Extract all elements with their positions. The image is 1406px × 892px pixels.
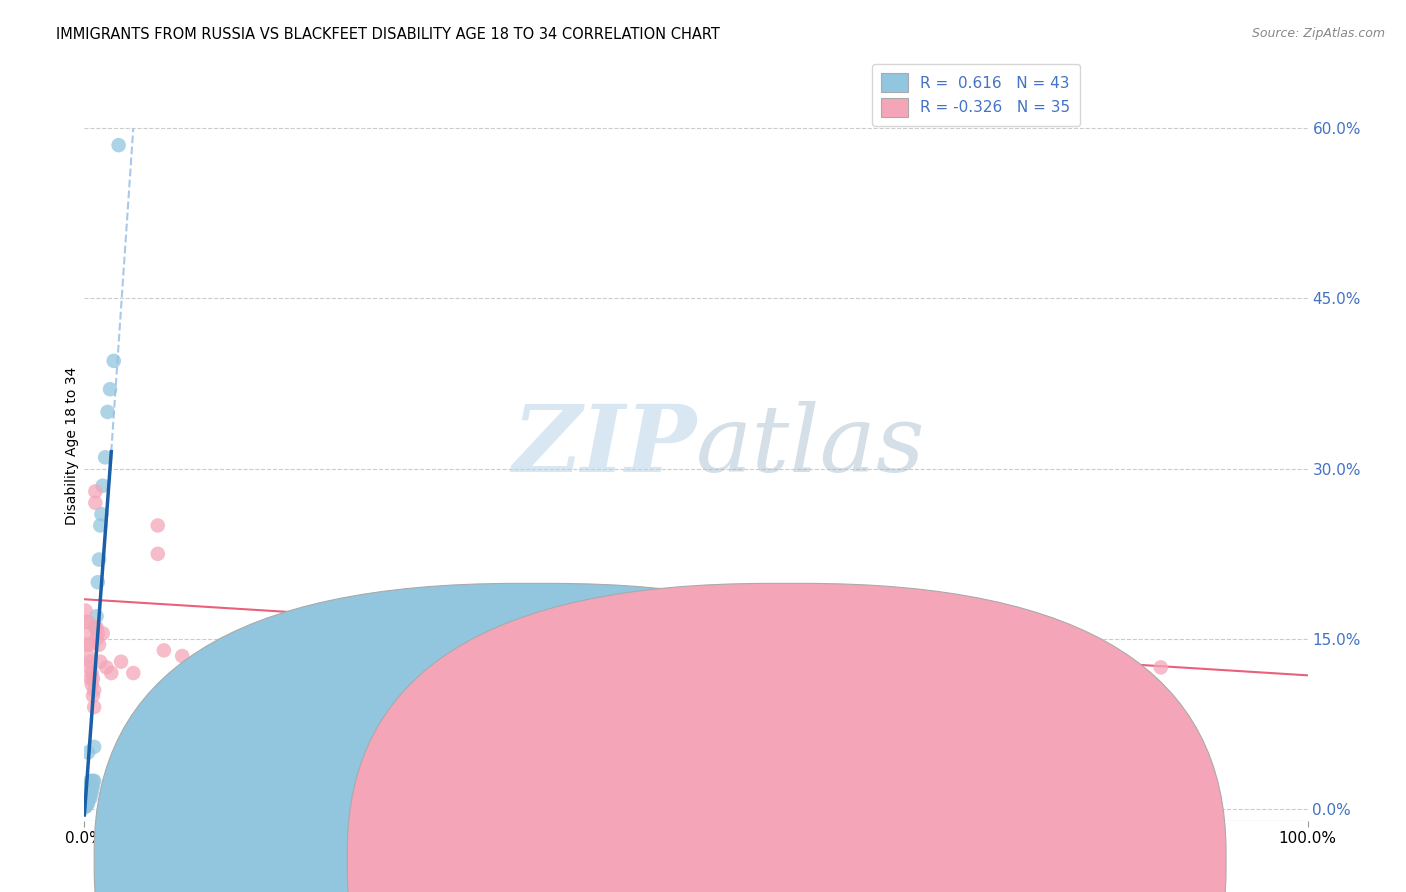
- Point: [77, 648, 100, 663]
- Point: [75, 797, 97, 811]
- Point: [90, 507, 112, 521]
- Point: [100, 666, 122, 681]
- Point: [1150, 660, 1173, 674]
- Point: [79, 791, 101, 805]
- Point: [91, 626, 114, 640]
- Point: [110, 655, 132, 669]
- Text: atlas: atlas: [696, 401, 925, 491]
- Point: [80, 666, 103, 681]
- Point: [77, 791, 100, 805]
- Text: Source: ZipAtlas.com: Source: ZipAtlas.com: [1251, 27, 1385, 40]
- Point: [122, 666, 145, 681]
- Point: [94, 450, 117, 465]
- Point: [77, 791, 100, 805]
- Point: [75, 800, 97, 814]
- Point: [77, 785, 100, 799]
- Point: [83, 683, 105, 698]
- Point: [75, 794, 97, 808]
- Point: [79, 785, 101, 799]
- Point: [172, 648, 194, 663]
- Point: [107, 138, 129, 153]
- Text: IMMIGRANTS FROM RUSSIA VS BLACKFEET DISABILITY AGE 18 TO 34 CORRELATION CHART: IMMIGRANTS FROM RUSSIA VS BLACKFEET DISA…: [56, 27, 720, 42]
- Point: [84, 621, 107, 635]
- Text: Blackfeet: Blackfeet: [811, 854, 883, 868]
- Point: [82, 689, 104, 703]
- Y-axis label: Disability Age 18 to 34: Disability Age 18 to 34: [65, 367, 79, 525]
- Legend: R =  0.616   N = 43, R = -0.326   N = 35: R = 0.616 N = 43, R = -0.326 N = 35: [872, 64, 1080, 126]
- Text: ZIP: ZIP: [512, 401, 696, 491]
- Point: [146, 547, 169, 561]
- Point: [83, 700, 105, 714]
- Point: [77, 615, 100, 629]
- Point: [87, 575, 110, 590]
- Point: [80, 677, 103, 691]
- Point: [86, 621, 108, 635]
- Point: [1076, 638, 1098, 652]
- Point: [80, 780, 103, 794]
- Point: [76, 797, 98, 811]
- Point: [75, 615, 97, 629]
- Point: [98, 382, 121, 396]
- Point: [83, 773, 105, 788]
- Point: [83, 739, 105, 754]
- Point: [75, 796, 97, 810]
- Point: [76, 789, 98, 803]
- Point: [86, 609, 108, 624]
- Point: [79, 672, 101, 686]
- Point: [76, 794, 98, 808]
- Point: [77, 780, 100, 794]
- Point: [80, 785, 103, 799]
- Point: [89, 655, 111, 669]
- Point: [75, 791, 97, 805]
- Point: [75, 798, 97, 813]
- Point: [77, 797, 100, 811]
- Point: [82, 773, 104, 788]
- Point: [153, 643, 176, 657]
- Point: [77, 638, 100, 652]
- Point: [96, 660, 118, 674]
- Point: [77, 785, 100, 799]
- Point: [103, 354, 125, 368]
- Point: [84, 496, 107, 510]
- Point: [82, 672, 104, 686]
- Point: [97, 405, 120, 419]
- Point: [91, 479, 114, 493]
- Point: [75, 604, 97, 618]
- Point: [75, 797, 97, 812]
- Point: [76, 780, 98, 794]
- Point: [76, 638, 98, 652]
- Point: [87, 626, 110, 640]
- Point: [75, 789, 97, 803]
- Point: [79, 773, 101, 788]
- Point: [77, 660, 100, 674]
- Point: [76, 626, 98, 640]
- Point: [77, 746, 100, 760]
- Point: [87, 638, 110, 652]
- Point: [76, 785, 98, 799]
- Point: [75, 793, 97, 807]
- Point: [146, 518, 169, 533]
- Text: Immigrants from Russia: Immigrants from Russia: [558, 854, 741, 868]
- Point: [79, 655, 101, 669]
- Point: [89, 518, 111, 533]
- Point: [87, 552, 110, 566]
- Point: [76, 791, 98, 805]
- Point: [86, 632, 108, 646]
- Point: [84, 484, 107, 499]
- Point: [1114, 723, 1136, 737]
- Point: [82, 780, 104, 794]
